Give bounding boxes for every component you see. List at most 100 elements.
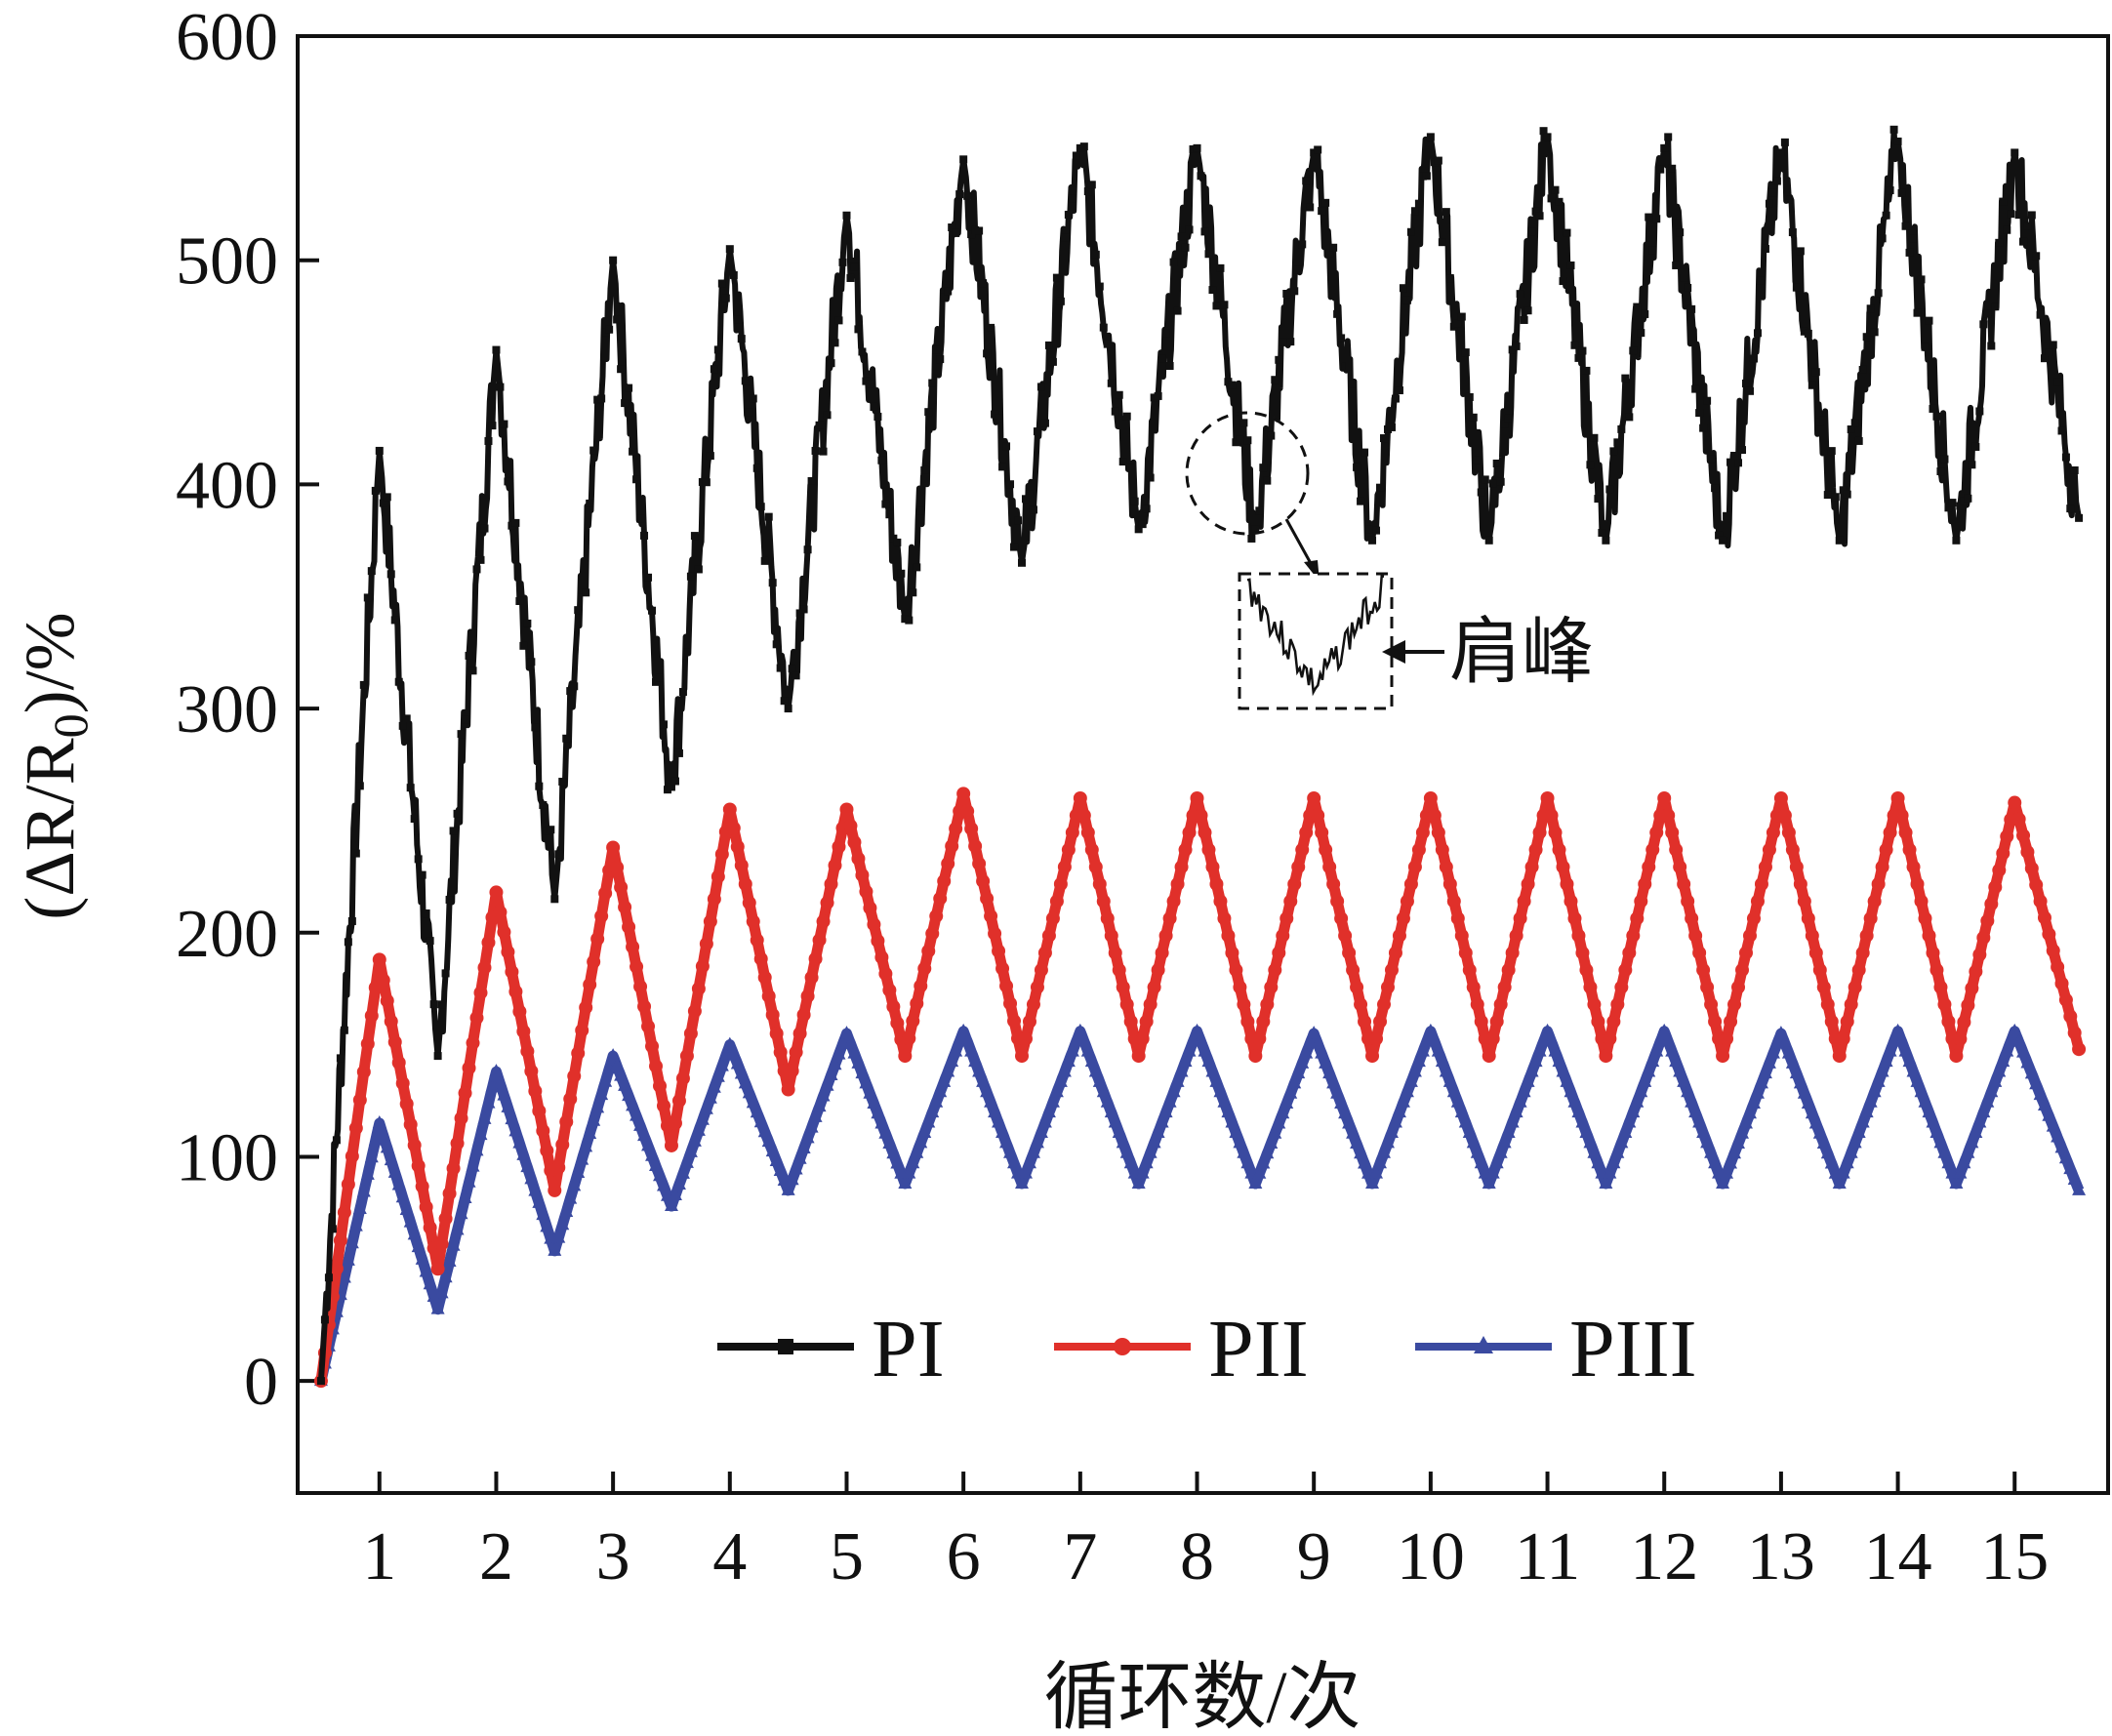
point-PIII xyxy=(1902,1054,1917,1068)
point-PII xyxy=(1649,826,1664,840)
point-PIII xyxy=(1836,1165,1850,1179)
point-PI xyxy=(881,500,890,508)
point-PI xyxy=(1594,495,1603,504)
point-PIII xyxy=(1272,1115,1286,1129)
point-PIII xyxy=(1727,1146,1742,1159)
point-PI xyxy=(1504,414,1513,423)
point-PI xyxy=(803,545,812,554)
point-PI xyxy=(1259,464,1268,472)
point-PI xyxy=(678,688,687,697)
point-PI xyxy=(1917,275,1926,284)
point-PI xyxy=(1749,354,1758,363)
point-PIII xyxy=(1773,1026,1788,1039)
point-PI xyxy=(406,784,415,792)
point-PII xyxy=(1217,911,1232,926)
point-PII xyxy=(726,821,741,835)
point-PIII xyxy=(1026,1145,1040,1158)
point-PIII xyxy=(1766,1045,1780,1059)
point-PI xyxy=(589,446,598,455)
point-PII xyxy=(1178,842,1193,857)
point-PII xyxy=(1466,980,1481,994)
point-PI xyxy=(1018,558,1026,567)
point-PII xyxy=(851,851,866,866)
point-PIII xyxy=(687,1133,702,1147)
point-PI xyxy=(1625,413,1634,422)
point-PIII xyxy=(1626,1105,1641,1118)
point-PII xyxy=(606,840,621,855)
point-PI xyxy=(371,486,380,495)
point-PII xyxy=(1493,997,1508,1012)
point-PII xyxy=(675,1071,690,1086)
point-PIII xyxy=(1018,1165,1033,1179)
point-PII xyxy=(1953,1031,1968,1046)
series-PI xyxy=(316,125,2084,1386)
point-PI xyxy=(1633,303,1642,311)
point-PIII xyxy=(360,1166,375,1180)
point-PIII xyxy=(1194,1033,1208,1047)
point-PIII xyxy=(1859,1105,1874,1118)
x-tick-label-9: 9 xyxy=(1297,1519,1331,1595)
point-PII xyxy=(703,914,717,929)
point-PI xyxy=(1387,423,1396,431)
point-PII xyxy=(1423,790,1438,805)
point-PII xyxy=(333,1233,347,1248)
point-PIII xyxy=(851,1055,866,1069)
point-PI xyxy=(1757,276,1766,285)
point-PII xyxy=(1338,928,1353,943)
point-PIII xyxy=(1458,1114,1473,1128)
x-tick-label-2: 2 xyxy=(479,1519,513,1595)
point-PI xyxy=(1040,419,1049,427)
point-PII xyxy=(1454,928,1469,943)
point-PII xyxy=(399,1097,414,1111)
point-PI xyxy=(1111,407,1119,416)
point-PII xyxy=(1642,860,1656,874)
point-PI xyxy=(1512,342,1521,350)
point-PII xyxy=(415,1179,429,1193)
point-PII xyxy=(1513,911,1527,926)
point-PIII xyxy=(992,1114,1006,1128)
point-PIII xyxy=(656,1178,670,1191)
point-PIII xyxy=(1041,1105,1056,1118)
point-PII xyxy=(933,891,948,906)
point-PI xyxy=(1006,480,1015,489)
point-PII xyxy=(1785,842,1800,857)
point-PI xyxy=(344,938,352,947)
point-PIII xyxy=(933,1084,948,1098)
point-PIII xyxy=(1474,1155,1488,1169)
point-PIII xyxy=(1961,1145,1975,1158)
point-PI xyxy=(995,414,1003,423)
point-PII xyxy=(2016,828,2031,843)
point-PIII xyxy=(1299,1045,1314,1059)
point-PIII xyxy=(1700,1135,1715,1149)
point-PIII xyxy=(1330,1085,1345,1099)
point-PI xyxy=(2061,453,2070,462)
point-PIII xyxy=(1797,1085,1811,1099)
point-PI xyxy=(1154,391,1162,400)
point-PI xyxy=(702,478,711,487)
point-PII xyxy=(1957,1015,1971,1029)
point-PIII xyxy=(337,1270,351,1283)
point-PIII xyxy=(1427,1033,1442,1047)
point-PI xyxy=(1236,435,1244,444)
point-PI xyxy=(1410,207,1419,216)
point-PIII xyxy=(1493,1145,1508,1158)
point-PII xyxy=(1673,860,1687,874)
point-PI xyxy=(1527,227,1536,236)
point-PII xyxy=(968,839,983,854)
point-PIII xyxy=(941,1064,955,1077)
point-PII xyxy=(1485,1031,1500,1046)
point-PII xyxy=(980,891,995,906)
point-PII xyxy=(590,932,605,947)
point-PIII xyxy=(1190,1023,1204,1036)
point-PIII xyxy=(703,1090,717,1104)
point-PI xyxy=(858,347,867,356)
point-PI xyxy=(1776,148,1785,157)
point-PII xyxy=(714,847,729,862)
point-PII xyxy=(1291,860,1306,874)
point-PIII xyxy=(1034,1124,1048,1138)
point-PI xyxy=(457,730,466,739)
series-PIII xyxy=(313,1023,2087,1387)
point-PII xyxy=(765,1007,780,1022)
point-PII xyxy=(1018,1031,1033,1046)
point-PII xyxy=(466,1035,480,1050)
